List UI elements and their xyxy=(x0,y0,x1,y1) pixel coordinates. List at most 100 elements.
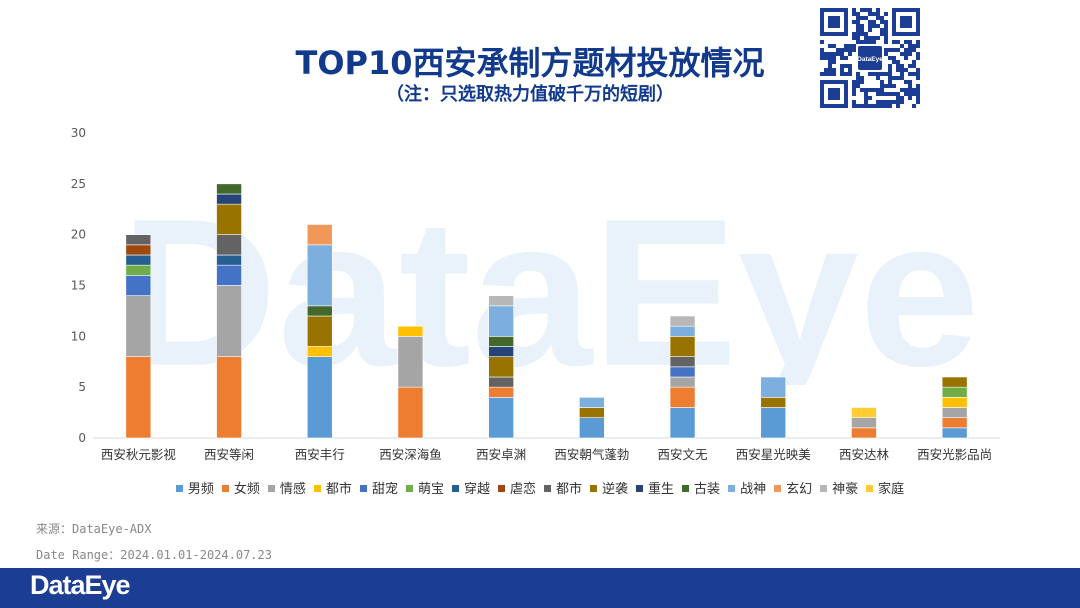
bar-segment xyxy=(851,407,877,418)
y-tick-label: 25 xyxy=(71,177,86,191)
bar-segment xyxy=(125,244,152,256)
x-tick-label: 西安达林 xyxy=(839,447,890,462)
bar-segment xyxy=(397,386,424,439)
bar-segment xyxy=(488,295,514,307)
bar-segment xyxy=(125,295,152,357)
bar-segment xyxy=(760,407,787,439)
x-tick-label: 西安文无 xyxy=(658,447,708,462)
legend-swatch xyxy=(405,485,413,492)
bar-segment xyxy=(125,234,152,246)
bar-segment xyxy=(216,254,242,266)
legend-swatch xyxy=(175,485,183,492)
y-tick-label: 20 xyxy=(71,228,86,242)
y-tick-label: 15 xyxy=(71,279,86,293)
bar-segment xyxy=(851,417,877,429)
legend-item: 虐恋 xyxy=(497,478,536,497)
bar-segment xyxy=(397,336,424,388)
legend-swatch xyxy=(682,485,690,492)
bar-segment xyxy=(669,366,696,378)
legend-swatch xyxy=(590,485,598,492)
legend-label: 甜宠 xyxy=(371,482,398,497)
y-tick-label: 30 xyxy=(71,126,86,140)
legend-swatch xyxy=(497,485,505,492)
bar-segment xyxy=(488,305,514,337)
legend-item: 逆袭 xyxy=(590,478,628,497)
date-range-label: Date Range：2024.01.01-2024.07.23 xyxy=(36,548,272,562)
qr-code: DataEye xyxy=(819,7,921,109)
bar-segment xyxy=(306,244,333,307)
bar-segment xyxy=(669,407,696,439)
legend-label: 男频 xyxy=(187,482,214,497)
bar-segment xyxy=(216,285,242,357)
y-tick-label: 10 xyxy=(71,329,86,343)
footer-bar: DataEye xyxy=(0,568,1080,608)
bar-segment xyxy=(941,397,968,408)
bar-segment xyxy=(669,356,696,368)
legend-item: 女频 xyxy=(221,478,260,497)
bar-segment xyxy=(488,376,514,388)
x-tick-label: 西安光影品尚 xyxy=(917,447,992,462)
legend-label: 战神 xyxy=(740,482,767,497)
legend-swatch xyxy=(359,485,367,492)
bar-segment xyxy=(125,356,152,439)
bar-segment xyxy=(488,356,514,378)
bar-segment xyxy=(125,264,152,276)
x-tick-label: 西安等闲 xyxy=(204,447,254,462)
legend-item: 穿越 xyxy=(451,478,490,497)
x-tick-label: 西安深海鱼 xyxy=(379,447,442,462)
bar-segment xyxy=(306,224,333,246)
stacked-bar-chart: 0 5 10 15 20 25 30 西安秋元影视 西安等闲 西安丰行 西安深海鱼 西安卓渊 西安朝气蓬… xyxy=(71,126,1000,462)
bar-segment xyxy=(488,386,514,398)
legend-item: 情感 xyxy=(267,478,306,497)
bar-segment xyxy=(579,407,605,418)
x-tick-label: 西安丰行 xyxy=(295,447,345,462)
legend-label: 古装 xyxy=(694,482,721,497)
legend-label: 都市 xyxy=(325,482,352,497)
bar-segment xyxy=(216,203,242,235)
bar-segment xyxy=(125,254,152,266)
legend-item: 甜宠 xyxy=(359,478,398,497)
chart-title: TOP10西安承制方题材投放情况 xyxy=(295,44,765,82)
dataeye-watermark: DataEye xyxy=(120,195,980,385)
legend-swatch xyxy=(774,485,782,492)
legend-item: 萌宝 xyxy=(405,478,444,497)
chart-legend: 男频 女频 情感 都市 甜宠 萌宝 穿越 虐恋 都市 逆袭 重生 古装 战神 玄幻 神豪 家庭 xyxy=(0,478,1080,497)
legend-item: 古装 xyxy=(682,478,720,497)
legend-label: 神豪 xyxy=(832,482,859,497)
qr-logo-text: DataEye xyxy=(857,56,883,63)
bar-segment xyxy=(760,376,787,398)
bar-segment xyxy=(488,397,514,439)
bar-segment xyxy=(306,315,333,347)
legend-item: 战神 xyxy=(728,478,766,497)
legend-label: 都市 xyxy=(556,482,583,497)
legend-label: 玄幻 xyxy=(786,482,813,497)
bar-segment xyxy=(397,325,424,337)
bar-segment xyxy=(851,427,877,439)
y-tick-label: 5 xyxy=(78,380,86,394)
bar-segment xyxy=(306,356,333,439)
bar-segment xyxy=(216,264,242,286)
bar-segment xyxy=(216,193,242,205)
chart-subtitle: （注：只选取热力值破千万的短剧） xyxy=(386,84,674,105)
legend-item: 男频 xyxy=(175,478,214,497)
legend-swatch xyxy=(544,485,551,492)
legend-label: 逆袭 xyxy=(602,482,629,497)
legend-label: 穿越 xyxy=(463,482,490,497)
legend-swatch xyxy=(451,485,459,492)
x-tick-label: 西安秋元影视 xyxy=(101,447,177,462)
x-tick-label: 西安星光映美 xyxy=(736,447,811,462)
legend-swatch xyxy=(267,485,275,492)
bar-segment xyxy=(125,275,152,296)
bar-segment xyxy=(669,315,696,327)
legend-label: 家庭 xyxy=(878,482,905,497)
bar-segment xyxy=(579,397,605,408)
bar-segment xyxy=(669,336,696,357)
legend-label: 重生 xyxy=(648,482,675,497)
bar-segment xyxy=(760,397,787,408)
legend-item: 神豪 xyxy=(820,478,858,497)
legend-item: 家庭 xyxy=(866,478,904,497)
legend-label: 虐恋 xyxy=(509,482,536,497)
bar-segment xyxy=(216,183,242,195)
legend-swatch xyxy=(728,485,736,492)
bar-segment xyxy=(488,346,514,357)
